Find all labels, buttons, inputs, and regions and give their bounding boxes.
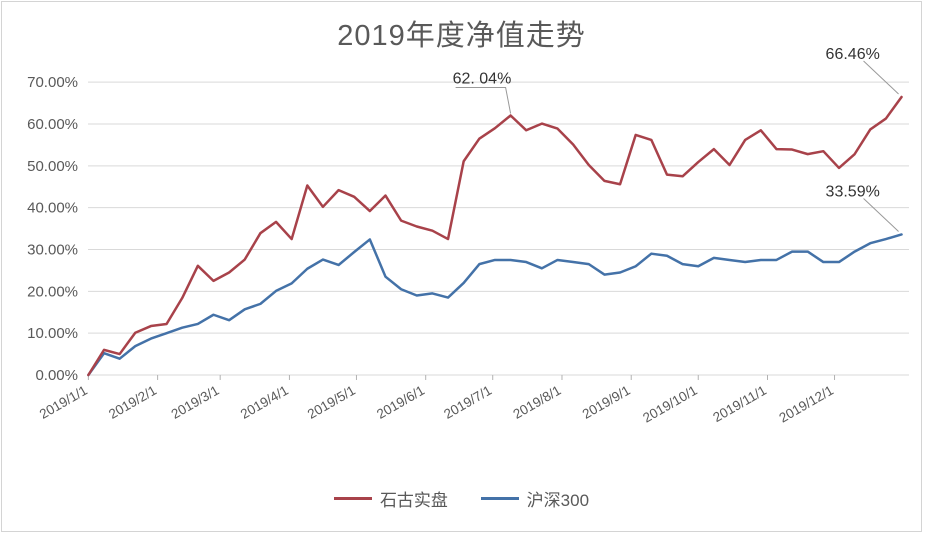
svg-text:2019/12/1: 2019/12/1 <box>777 383 837 426</box>
svg-text:0.00%: 0.00% <box>35 367 78 384</box>
svg-text:2019/9/1: 2019/9/1 <box>580 383 633 422</box>
svg-text:66.46%: 66.46% <box>826 46 880 63</box>
svg-text:2019/6/1: 2019/6/1 <box>374 383 427 422</box>
svg-text:2019/11/1: 2019/11/1 <box>710 383 769 426</box>
svg-text:2019/10/1: 2019/10/1 <box>640 383 700 426</box>
svg-text:2019/2/1: 2019/2/1 <box>106 383 159 422</box>
svg-text:2019/5/1: 2019/5/1 <box>305 383 358 422</box>
svg-text:2019/3/1: 2019/3/1 <box>169 383 222 422</box>
svg-text:60.00%: 60.00% <box>27 116 78 133</box>
svg-text:70.00%: 70.00% <box>27 74 78 91</box>
svg-text:30.00%: 30.00% <box>27 242 78 259</box>
svg-text:40.00%: 40.00% <box>27 200 78 217</box>
svg-text:33.59%: 33.59% <box>826 183 880 200</box>
svg-text:2019/1/1: 2019/1/1 <box>37 383 90 422</box>
svg-text:50.00%: 50.00% <box>27 158 78 175</box>
svg-text:2019/8/1: 2019/8/1 <box>510 383 563 422</box>
svg-text:2019/4/1: 2019/4/1 <box>238 383 291 422</box>
svg-text:2019/7/1: 2019/7/1 <box>441 383 494 422</box>
svg-text:20.00%: 20.00% <box>27 283 78 300</box>
svg-text:10.00%: 10.00% <box>27 325 78 342</box>
svg-text:62. 04%: 62. 04% <box>453 70 512 87</box>
